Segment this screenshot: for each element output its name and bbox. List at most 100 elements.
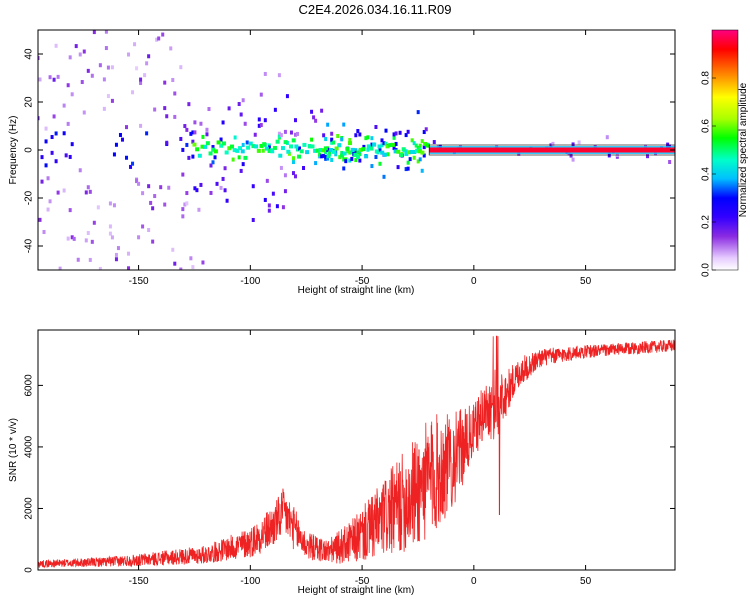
spectrogram-cell — [374, 149, 379, 154]
spectrogram-cell — [246, 145, 251, 150]
spectrogram-cell — [646, 154, 650, 159]
spectrogram-cell — [380, 150, 385, 155]
spectrogram-cell — [163, 80, 167, 85]
spectrogram-cell — [409, 149, 414, 154]
spectrogram-cell — [173, 91, 177, 96]
spectrogram-cell — [157, 36, 161, 41]
spectrogram-x-ticks: -150 -100 -50 0 50 — [129, 30, 592, 287]
spectrogram-cell — [370, 136, 374, 141]
spectrogram-cell — [76, 257, 80, 262]
spectrogram-cell — [208, 151, 213, 156]
spectrogram-cell — [420, 168, 424, 173]
spectrogram-cell — [82, 110, 86, 115]
spectrogram-cell — [295, 131, 299, 136]
spectrogram-cell — [354, 150, 358, 155]
spectrogram-cell — [131, 90, 135, 95]
snr-y-label: SNR (10 * v/v) — [8, 418, 19, 482]
spectrogram-cell — [173, 261, 177, 266]
spectrogram-cell — [209, 163, 213, 168]
spectrogram-cell — [259, 143, 264, 148]
spectrogram-cell — [201, 134, 205, 139]
spectrogram-cell — [374, 124, 378, 129]
spectrogram-cell — [139, 123, 143, 128]
spectrogram-cell — [114, 142, 118, 147]
spectrogram-cell — [406, 129, 410, 134]
spectrogram-cell — [270, 149, 275, 154]
spectrogram-cell — [380, 143, 384, 148]
spectrogram-cell — [205, 141, 210, 146]
spectrogram-cell — [191, 139, 195, 144]
spectrogram-cell — [213, 149, 218, 154]
spectrogram-cell — [219, 143, 224, 148]
spectrogram-cell — [372, 142, 377, 147]
spectrogram-cell — [78, 52, 82, 57]
spectrogram-cell — [127, 52, 131, 57]
spectrogram-cell — [179, 267, 183, 270]
spectrogram-cell — [145, 61, 149, 66]
spectrogram-cell — [404, 149, 408, 154]
spectrogram-cell — [183, 202, 187, 207]
spectrogram-cell — [50, 135, 54, 140]
colorbar-tick-label: 0.0 — [701, 263, 712, 277]
spectrogram-cell — [181, 147, 185, 152]
spectrogram-cell — [54, 131, 58, 136]
spectrogram-cell — [66, 83, 70, 88]
spectrogram-cell — [346, 149, 350, 154]
spectrogram-cell — [378, 147, 382, 152]
spectrogram-cell — [342, 166, 346, 171]
spectrogram-cell — [432, 140, 436, 145]
spectrogram-cell — [294, 144, 299, 149]
spectrogram-cell — [385, 144, 390, 149]
spectrogram-cell — [239, 112, 243, 117]
snr-y-tick-label: 2000 — [24, 497, 35, 520]
spectrogram-cell — [193, 120, 197, 125]
spectrogram-panel: -150 -100 -50 0 50 -40 -20 0 20 40 Height of str… — [8, 29, 676, 296]
spectrogram-cell — [64, 153, 68, 158]
spectrogram-x-tick-label: -50 — [355, 276, 370, 287]
spectrogram-cell — [302, 142, 307, 147]
carrier-line — [429, 147, 675, 153]
spectrogram-x-tick-label: 50 — [580, 276, 592, 287]
spectrogram-cell — [153, 194, 157, 199]
spectrogram-cell — [195, 188, 199, 193]
spectrogram-cell — [58, 266, 62, 270]
spectrogram-cell — [219, 185, 223, 190]
spectrogram-cell — [339, 153, 344, 158]
spectrogram-cell — [70, 142, 74, 147]
spectrogram-cell — [416, 159, 420, 164]
colorbar-tick-label: 0.4 — [701, 167, 712, 181]
spectrogram-cell — [263, 197, 267, 202]
spectrogram-cell — [265, 178, 269, 183]
spectrogram-cell — [116, 246, 120, 251]
spectrogram-cell — [416, 145, 420, 150]
spectrogram-cell — [221, 120, 225, 125]
spectrogram-cell — [104, 46, 108, 51]
spectrogram-cell — [329, 148, 334, 153]
spectrogram-cell — [322, 153, 326, 158]
snr-x-tick-label: 50 — [580, 576, 592, 587]
spectrogram-cell — [267, 208, 271, 213]
spectrogram-cell — [173, 114, 177, 119]
spectrogram-cell — [353, 152, 358, 157]
spectrogram-cell — [243, 121, 247, 126]
spectrogram-cell — [356, 150, 360, 155]
spectrogram-cell — [412, 141, 416, 146]
spectrogram-y-tick-label: 0 — [24, 147, 35, 153]
spectrogram-cell — [398, 130, 402, 135]
spectrogram-cell — [366, 144, 371, 149]
spectrogram-cell — [410, 138, 414, 143]
spectrogram-cell — [392, 146, 396, 151]
spectrogram-cell — [358, 152, 362, 157]
snr-y-tick-label: 4000 — [24, 435, 35, 458]
spectrogram-cell — [326, 156, 330, 161]
spectrogram-cell — [344, 159, 348, 164]
spectrogram-cell — [422, 153, 426, 158]
spectrogram-cell — [315, 148, 320, 153]
spectrogram-cell — [273, 107, 277, 112]
spectrogram-cell — [256, 148, 261, 153]
spectrogram-cell — [354, 133, 358, 138]
spectrogram-cell — [241, 98, 245, 103]
spectrogram-cell — [378, 161, 382, 166]
spectrogram-cell — [424, 127, 428, 132]
